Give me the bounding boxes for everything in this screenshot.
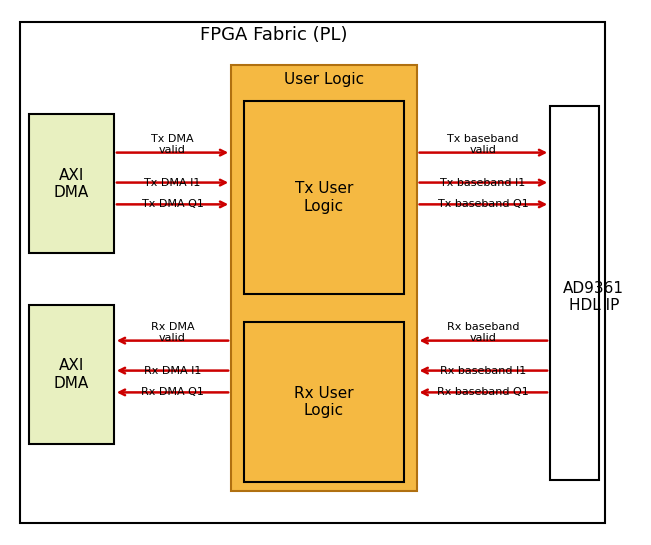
Text: AD9361
HDL IP: AD9361 HDL IP — [563, 281, 624, 313]
Text: Rx baseband Q1: Rx baseband Q1 — [437, 387, 529, 397]
Bar — [29, 305, 114, 444]
Text: Tx DMA
valid: Tx DMA valid — [151, 134, 194, 155]
Text: User Logic: User Logic — [284, 71, 365, 87]
Text: AXI
DMA: AXI DMA — [54, 359, 89, 391]
Text: FPGA Fabric (PL): FPGA Fabric (PL) — [200, 26, 347, 45]
Bar — [244, 101, 404, 294]
Text: Tx baseband I1: Tx baseband I1 — [441, 178, 525, 187]
Text: Rx User
Logic: Rx User Logic — [294, 386, 353, 418]
Text: Rx baseband
valid: Rx baseband valid — [447, 322, 519, 343]
Text: Rx DMA I1: Rx DMA I1 — [144, 366, 201, 376]
Text: Rx DMA
valid: Rx DMA valid — [150, 322, 195, 343]
Text: AXI
DMA: AXI DMA — [54, 168, 89, 200]
Text: Rx DMA Q1: Rx DMA Q1 — [141, 387, 204, 397]
Text: Tx baseband Q1: Tx baseband Q1 — [437, 199, 529, 209]
Bar — [29, 114, 114, 253]
Bar — [231, 65, 417, 490]
Text: Rx baseband I1: Rx baseband I1 — [440, 366, 526, 376]
Bar — [550, 106, 599, 480]
Text: Tx DMA I1: Tx DMA I1 — [145, 178, 201, 187]
Text: Tx baseband
valid: Tx baseband valid — [447, 134, 519, 155]
Text: Tx DMA Q1: Tx DMA Q1 — [141, 199, 204, 209]
Text: Tx User
Logic: Tx User Logic — [295, 181, 353, 214]
Bar — [244, 322, 404, 482]
